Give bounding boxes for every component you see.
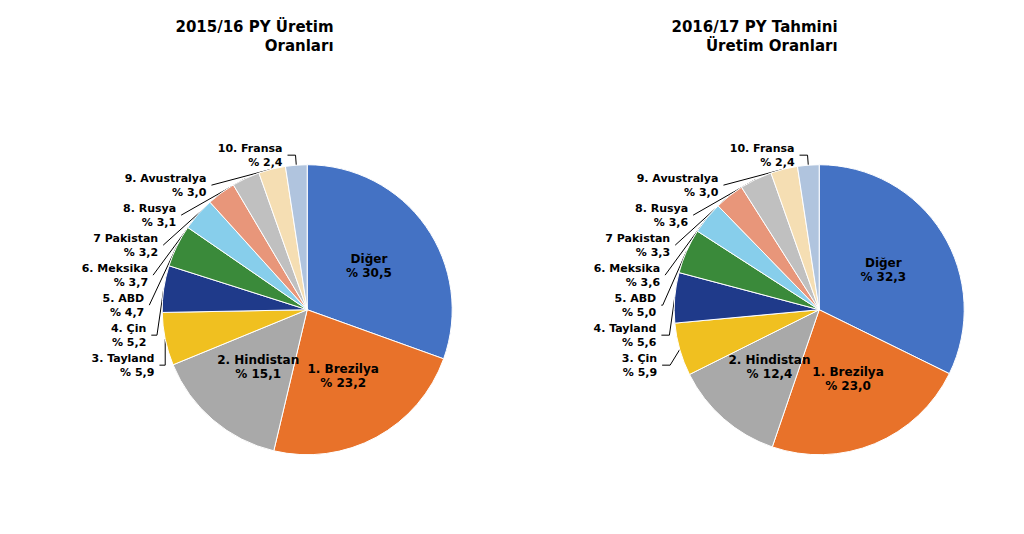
svg-text:2. Hindistan: 2. Hindistan: [728, 353, 810, 367]
svg-text:% 12,4: % 12,4: [747, 367, 793, 381]
svg-text:8. Rusya: 8. Rusya: [635, 202, 688, 215]
svg-text:% 5,9: % 5,9: [120, 366, 154, 379]
svg-text:% 2,4: % 2,4: [760, 156, 795, 169]
svg-text:10. Fransa: 10. Fransa: [730, 142, 795, 155]
svg-text:2015/16 PY Üretim: 2015/16 PY Üretim: [175, 17, 333, 36]
svg-text:% 15,1: % 15,1: [235, 367, 281, 381]
svg-text:Üretim Oranları: Üretim Oranları: [706, 36, 838, 55]
svg-text:% 4,7: % 4,7: [110, 306, 144, 319]
svg-text:Diğer: Diğer: [351, 252, 388, 266]
svg-text:7 Pakistan: 7 Pakistan: [605, 232, 670, 245]
svg-text:8. Rusya: 8. Rusya: [123, 202, 176, 215]
svg-text:Diğer: Diğer: [865, 256, 902, 270]
svg-text:% 23,0: % 23,0: [825, 379, 871, 393]
svg-text:% 32,3: % 32,3: [860, 270, 906, 284]
svg-text:4. Tayland: 4. Tayland: [593, 322, 656, 335]
svg-text:5. ABD: 5. ABD: [103, 292, 145, 305]
svg-text:6. Meksika: 6. Meksika: [82, 262, 148, 275]
svg-text:3. Tayland: 3. Tayland: [92, 352, 155, 365]
svg-text:% 30,5: % 30,5: [346, 266, 392, 280]
svg-text:% 5,9: % 5,9: [623, 366, 657, 379]
svg-text:% 23,2: % 23,2: [320, 376, 366, 390]
svg-text:% 3,7: % 3,7: [114, 276, 148, 289]
svg-text:7 Pakistan: 7 Pakistan: [93, 232, 158, 245]
svg-text:% 5,0: % 5,0: [622, 306, 657, 319]
svg-text:5. ABD: 5. ABD: [615, 292, 657, 305]
svg-text:6. Meksika: 6. Meksika: [594, 262, 660, 275]
svg-text:9. Avustralya: 9. Avustralya: [125, 172, 207, 185]
svg-text:% 2,4: % 2,4: [248, 156, 283, 169]
svg-text:% 3,3: % 3,3: [636, 246, 670, 259]
svg-text:2016/17 PY Tahmini: 2016/17 PY Tahmini: [671, 18, 837, 36]
svg-text:9. Avustralya: 9. Avustralya: [637, 172, 719, 185]
svg-text:Oranları: Oranları: [265, 37, 334, 55]
svg-text:% 3,0: % 3,0: [172, 186, 207, 199]
svg-text:10. Fransa: 10. Fransa: [218, 142, 283, 155]
svg-text:3. Çin: 3. Çin: [622, 352, 657, 365]
svg-text:% 3,6: % 3,6: [626, 276, 661, 289]
svg-text:% 5,6: % 5,6: [622, 336, 657, 349]
svg-text:2. Hindistan: 2. Hindistan: [217, 353, 299, 367]
svg-text:1. Brezilya: 1. Brezilya: [307, 362, 378, 376]
svg-text:4. Çin: 4. Çin: [111, 322, 146, 335]
svg-text:% 3,2: % 3,2: [124, 246, 158, 259]
svg-text:% 5,2: % 5,2: [112, 336, 146, 349]
svg-text:% 3,6: % 3,6: [654, 216, 689, 229]
svg-text:% 3,0: % 3,0: [684, 186, 719, 199]
svg-text:% 3,1: % 3,1: [142, 216, 176, 229]
svg-text:1. Brezilya: 1. Brezilya: [812, 365, 883, 379]
